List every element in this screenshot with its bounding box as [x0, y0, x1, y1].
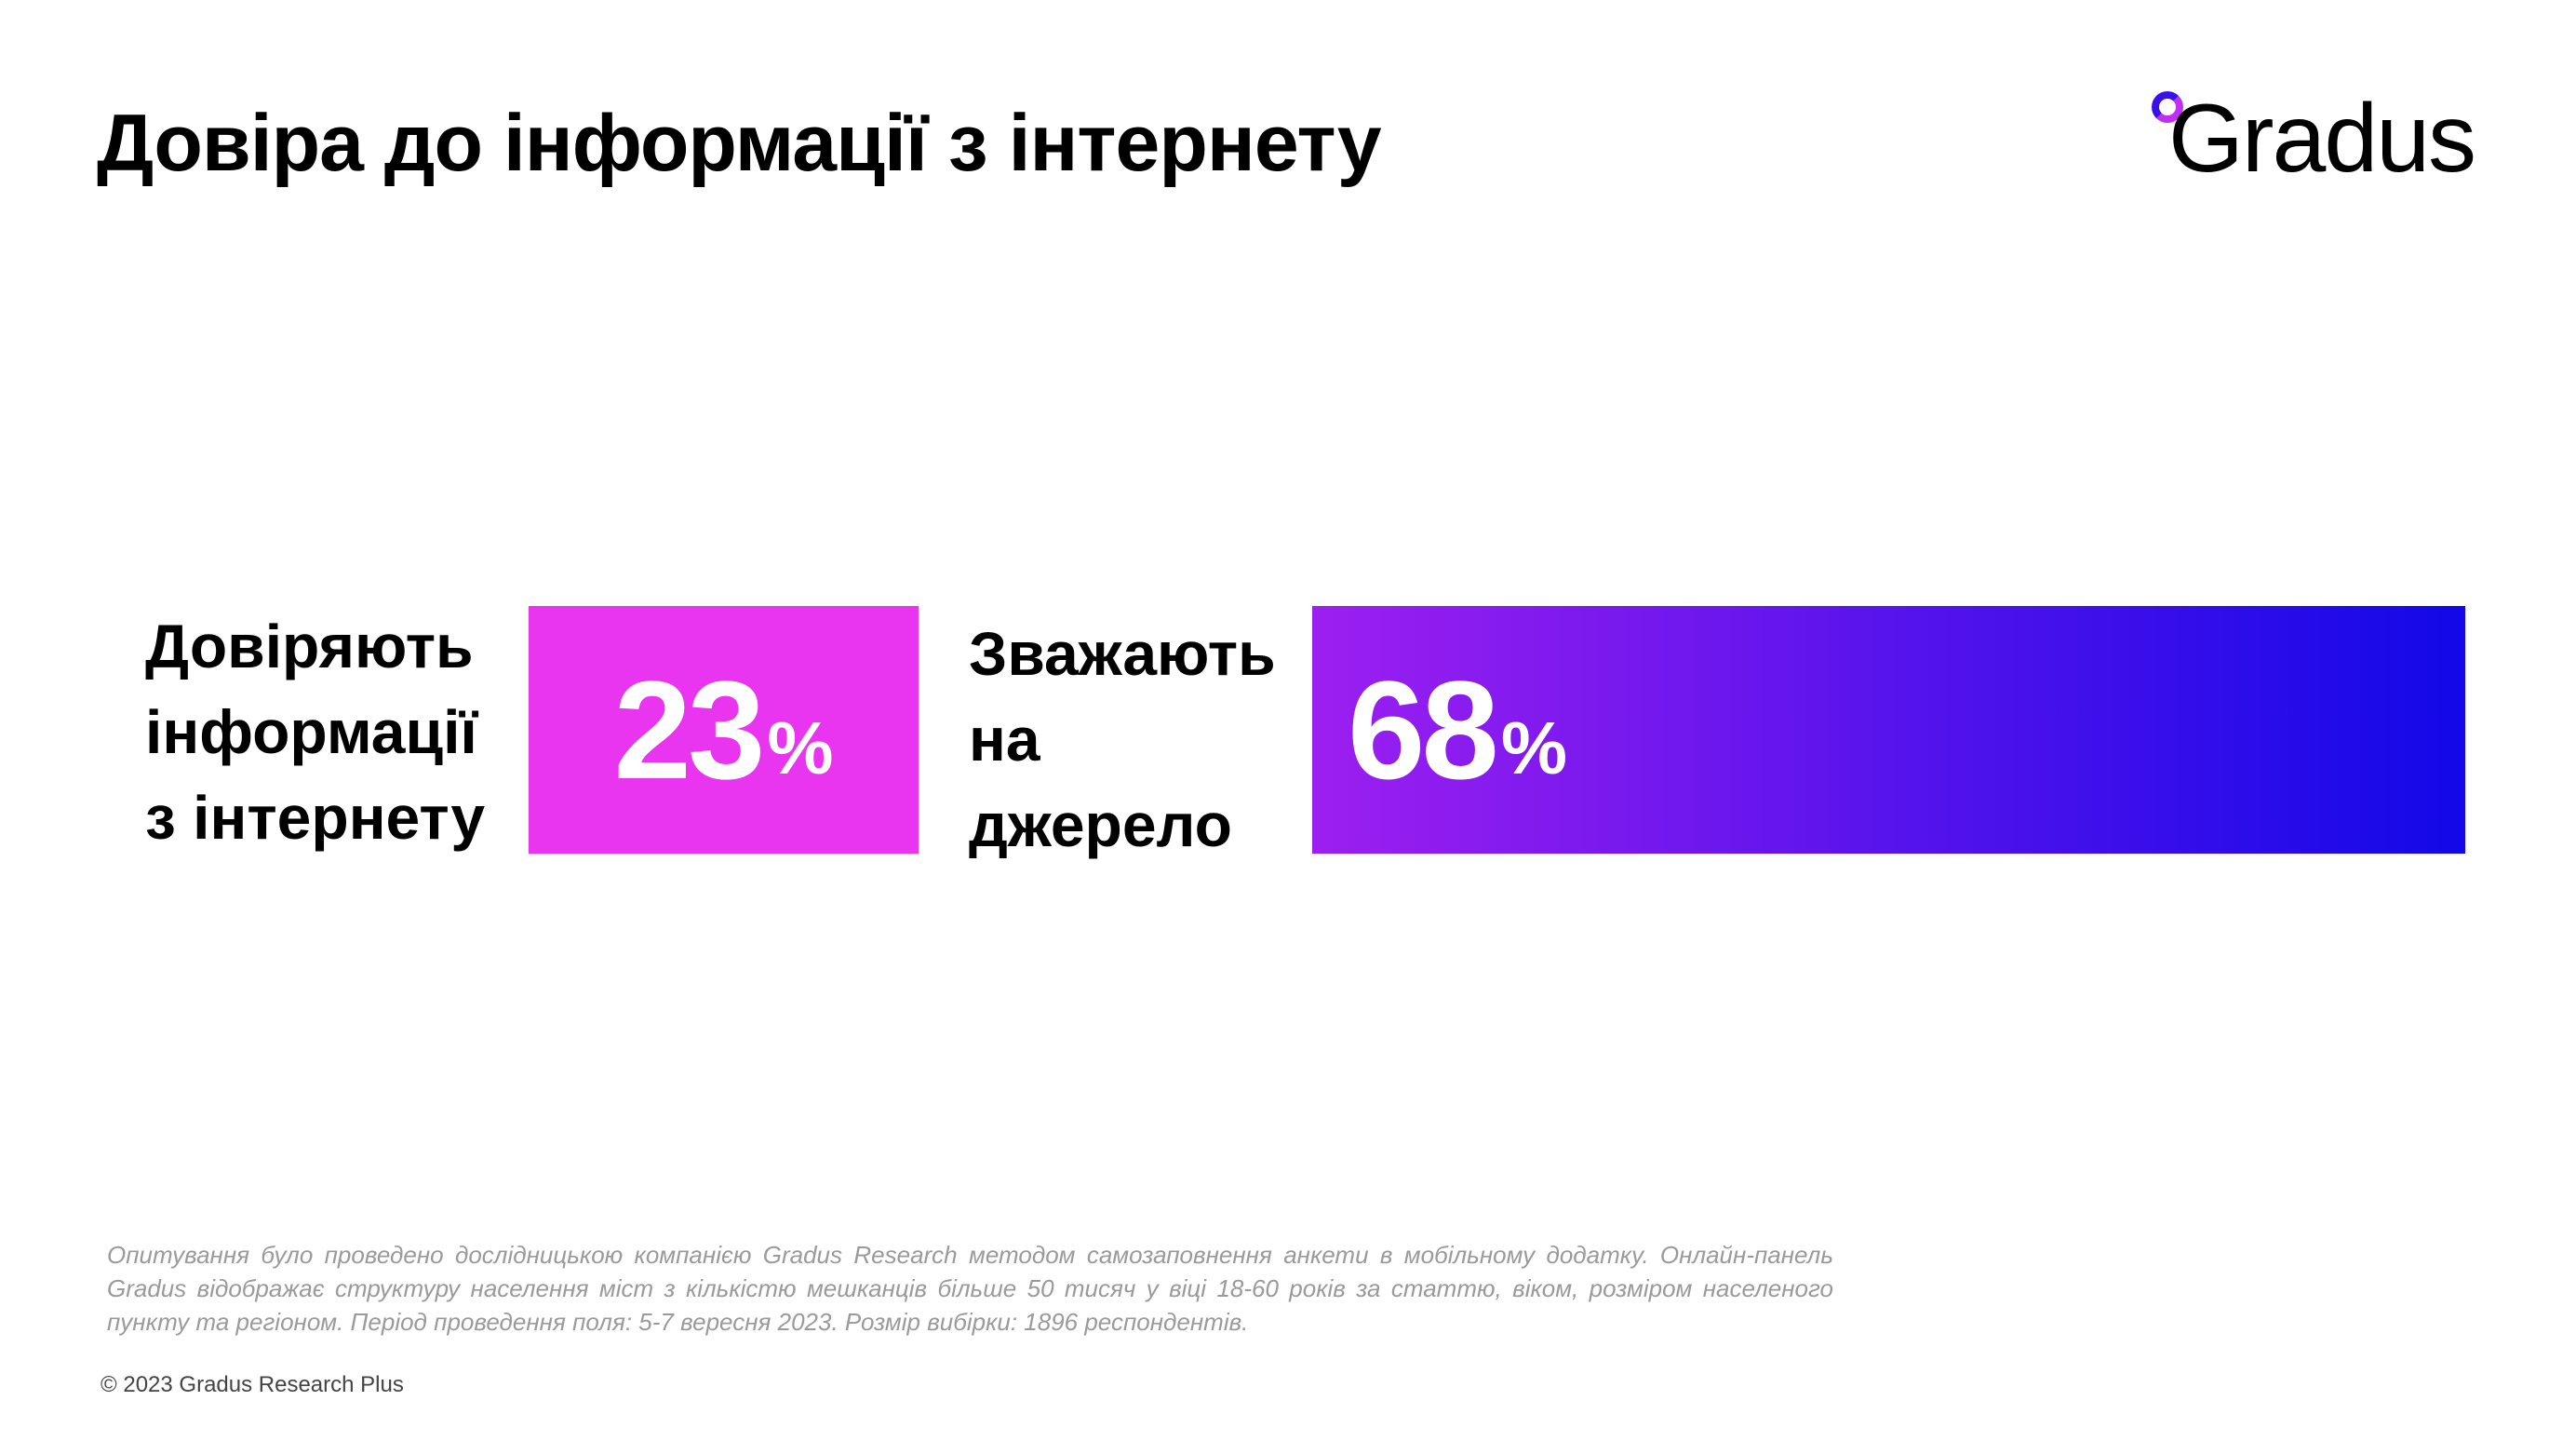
copyright: © 2023 Gradus Research Plus [101, 1372, 404, 1397]
bar-label-trust: Довіряють інформації з інтернету [145, 612, 486, 852]
bar-unit-source: % [1500, 707, 1567, 789]
gradus-logo: Gradus [2152, 85, 2505, 194]
methodology-footnote: Опитування було проведено дослідницькою … [107, 1241, 1833, 1336]
bar-trust: 23% [529, 606, 919, 854]
page-title: Довіра до інформації з інтернету [97, 99, 1382, 188]
bar-value-trust: 23 [613, 651, 766, 808]
bar-value-source: 68 [1348, 651, 1499, 808]
logo-ring-icon [2152, 91, 2183, 123]
bar-label-source: Зважають на джерело [969, 619, 1276, 859]
bar-source: 68% [1312, 606, 2465, 854]
bar-unit-trust: % [767, 707, 834, 789]
logo-text: Gradus [2168, 85, 2476, 193]
